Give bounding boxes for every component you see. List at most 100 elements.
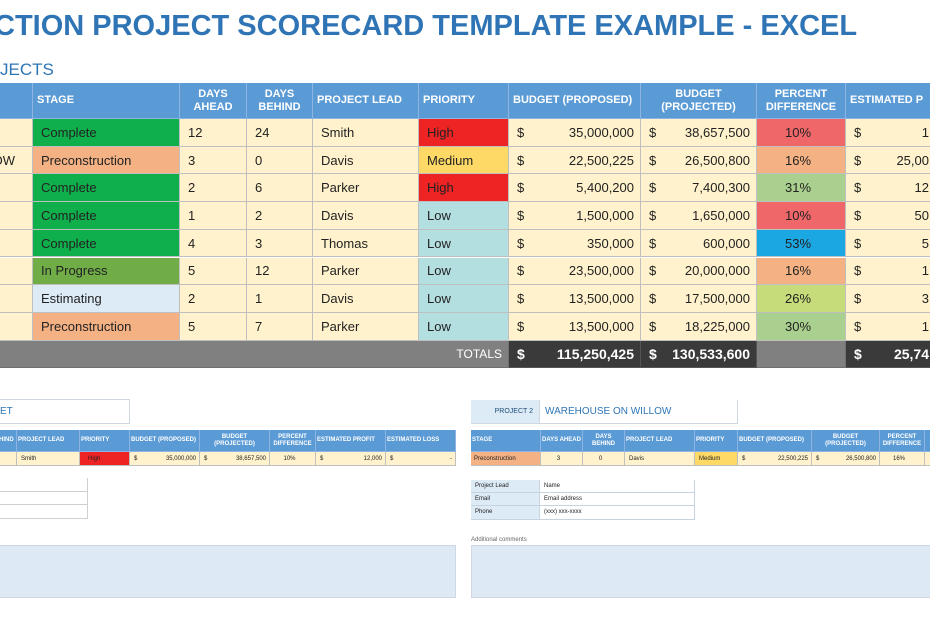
currency-symbol: $ [816,455,820,462]
contact-value: Name [540,480,695,494]
cell: Davis [313,285,419,313]
currency-symbol: $ [517,180,525,196]
contact-label: Project Lead [471,480,540,494]
amount: 1,650,000 [692,207,750,223]
amount: 130,533,600 [672,345,750,362]
priority-cell: Medium [695,452,738,466]
amount: 35,000,000 [568,124,634,140]
project-name: WAREHOUSE ON WILLOW [540,400,738,424]
cell: 3 [247,229,313,258]
header-cell: PERCENT DIFFERENCE [270,430,316,452]
cell [925,452,930,466]
priority-cell: Low [419,285,509,313]
cell: $115,250,425 [509,340,641,368]
cell: Davis [313,202,419,230]
amount: 50 [914,207,929,223]
percent-cell: 31% [757,174,846,203]
totals-cell [757,340,846,368]
header-cell: BUDGET (PROPOSED) [738,430,812,452]
header-cell: ESTIMATED PROFIT [316,430,386,452]
amount: 25,74 [893,345,929,362]
cell: $130,533,600 [641,340,757,368]
cell [0,174,33,203]
page-title: CTION PROJECT SCORECARD TEMPLATE EXAMPLE… [0,10,858,42]
amount: 18,225,000 [684,318,750,334]
cell [0,202,33,230]
cell: 4 [180,229,247,258]
cell: Thomas [313,229,419,258]
cell: $50 [846,202,930,230]
currency-symbol: $ [649,124,657,140]
cell [0,119,33,147]
percent-cell: 30% [757,312,846,341]
currency-symbol: $ [649,318,657,334]
header-cell: DAYS AHEAD [180,83,247,119]
cell: $26,500,800 [641,146,757,175]
cell [0,257,33,286]
cell [0,285,33,313]
currency-symbol: $ [204,455,208,462]
amount: 3 [921,291,929,307]
stage-cell: Complete [33,229,180,258]
amount: 38,657,500 [684,124,750,140]
cell: $18,225,000 [641,312,757,341]
currency-symbol: $ [854,318,862,334]
cell: 2 [247,202,313,230]
header-cell: PRIORITY [695,430,738,452]
amount: 23,500,000 [568,263,634,279]
comments-box [471,545,930,598]
amount: 13,500,000 [568,318,634,334]
currency-symbol: $ [517,207,525,223]
cell: Smith [313,119,419,147]
priority-cell: High [419,119,509,147]
amount: 350,000 [587,235,634,251]
currency-symbol: $ [649,152,657,168]
header-cell [925,430,930,452]
cell: $13,500,000 [509,285,641,313]
cell [0,452,17,466]
contact-value: (xxx) xxx-xxxx [540,506,695,520]
header-cell: BUDGET (PROPOSED) [130,430,200,452]
header-cell: PRIORITY [80,430,130,452]
priority-cell: Low [419,229,509,258]
cell: $26,500,800 [812,452,880,466]
cell: $5,400,200 [509,174,641,203]
project-name: ET [0,405,13,417]
amount: 1 [921,318,929,334]
totals-label: TOTALS [0,340,509,368]
cell: $5 [846,229,930,258]
amount: - [450,455,452,462]
contact-cell [0,478,88,492]
amount: 25,00 [896,152,929,168]
currency-symbol: $ [649,263,657,279]
header-cell: PROJECT LEAD [313,83,419,119]
priority-cell: Low [419,312,509,341]
cell: 24 [247,119,313,147]
percent-cell: 26% [757,285,846,313]
cell: Parker [313,312,419,341]
stage-cell: Estimating [33,285,180,313]
cell: $1,650,000 [641,202,757,230]
cell: 10% [270,452,316,466]
cell: $23,500,000 [509,257,641,286]
cell: Davis [313,146,419,175]
currency-symbol: $ [517,263,525,279]
currency-symbol: $ [854,180,862,196]
amount: 600,000 [703,235,750,251]
priority-cell: High [419,174,509,203]
currency-symbol: $ [742,455,746,462]
cell: 12 [247,257,313,286]
cell: 12 [180,119,247,147]
currency-symbol: $ [854,291,862,307]
cell: 1 [180,202,247,230]
currency-symbol: $ [649,345,657,362]
currency-symbol: $ [390,455,394,462]
cell: Smith [17,452,80,466]
currency-symbol: $ [134,455,138,462]
amount: 115,250,425 [556,345,634,362]
cell: $ - [386,452,456,466]
cell: $25,74 [846,340,930,368]
cell: 0 [247,146,313,175]
cell: $38,657,500 [200,452,270,466]
